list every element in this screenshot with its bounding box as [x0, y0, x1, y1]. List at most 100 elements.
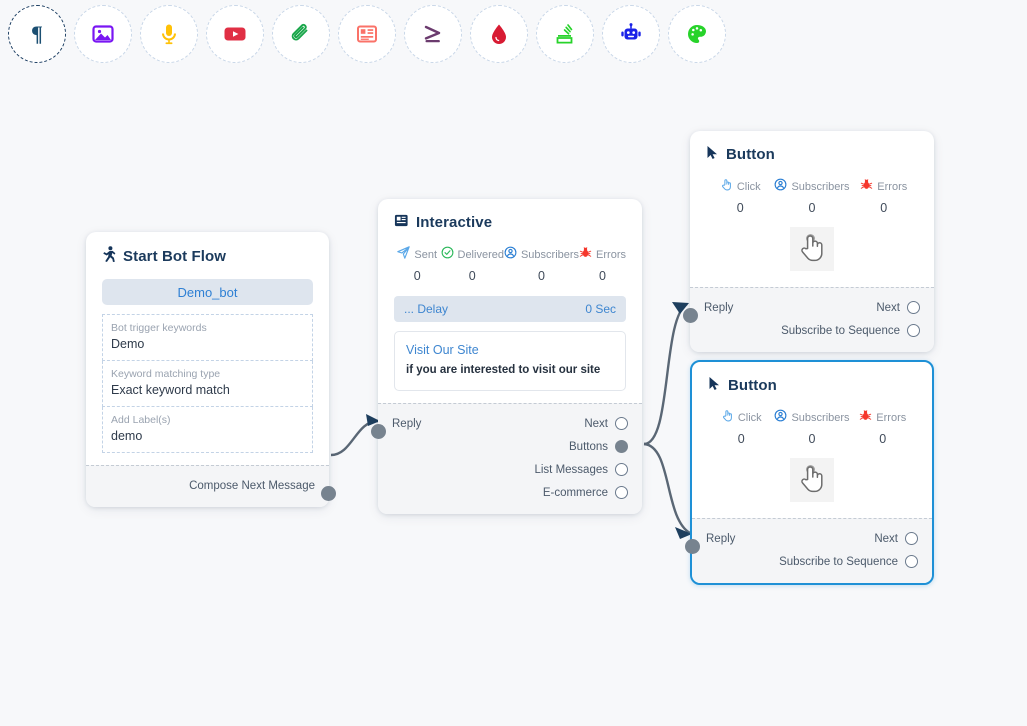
button-preview	[790, 458, 834, 502]
stat-head: Subscribers	[774, 409, 850, 427]
output-port-list-messages[interactable]	[615, 463, 628, 476]
palette-icon	[685, 22, 709, 46]
input-port-label: Reply	[704, 301, 734, 314]
node-body: Button Click 0	[690, 131, 934, 287]
port-label: Buttons	[569, 440, 608, 453]
node-title-row: Button	[708, 376, 916, 395]
port-label: Subscribe to Sequence	[781, 324, 900, 337]
port-label: E-commerce	[542, 486, 608, 499]
stat-head: Errors	[859, 409, 906, 427]
port-label: Next	[584, 417, 608, 430]
stat-sent: Sent 0	[394, 246, 441, 283]
stat-value: 0	[879, 432, 887, 446]
stat-errors: Errors 0	[579, 246, 626, 283]
field-value: Demo	[111, 337, 145, 351]
stats-strip: Sent 0 Delivered 0	[394, 246, 626, 283]
message-preview-card[interactable]: Visit Our Site if you are interested to …	[394, 331, 626, 391]
port-group: Next	[876, 301, 920, 314]
node-body: Interactive Sent 0	[378, 199, 642, 403]
bug-icon	[579, 246, 592, 264]
stat-head: Subscribers	[504, 246, 579, 264]
toolbar-item-audio[interactable]	[140, 5, 198, 63]
bot-icon	[619, 22, 643, 46]
flow-canvas[interactable]: Start Bot Flow Demo_bot Bot trigger keyw…	[0, 68, 1027, 726]
port-row-buttons: Buttons	[392, 435, 628, 458]
stat-click: Click 0	[706, 178, 774, 215]
toolbar-item-list[interactable]	[536, 5, 594, 63]
stat-subscribers: Subscribers 0	[774, 409, 850, 446]
hand-pointer-icon	[721, 409, 734, 427]
stat-head: Errors	[860, 178, 907, 196]
svg-text:¶: ¶	[31, 22, 43, 46]
list-icon	[553, 22, 577, 46]
toolbar-item-bot[interactable]	[602, 5, 660, 63]
stat-label: Errors	[596, 249, 626, 261]
output-port-compose-next-message[interactable]	[321, 486, 336, 501]
delay-row[interactable]: ... Delay 0 Sec	[394, 296, 626, 322]
bot-name-pill[interactable]: Demo_bot	[102, 279, 313, 305]
output-port-subscribe-to-sequence[interactable]	[907, 324, 920, 337]
node-interactive[interactable]: Interactive Sent 0	[371, 199, 642, 514]
port-label: Subscribe to Sequence	[779, 555, 898, 568]
toolbar-item-image[interactable]	[74, 5, 132, 63]
toolbar-item-video[interactable]	[206, 5, 264, 63]
toolbar-item-card[interactable]	[338, 5, 396, 63]
field-keyword-matching-type[interactable]: Keyword matching type Exact keyword matc…	[102, 361, 313, 407]
port-group: List Messages	[534, 463, 628, 476]
toolbar-item-drop[interactable]	[470, 5, 528, 63]
input-port-label: Reply	[706, 532, 736, 545]
node-footer: Compose Next Message	[86, 465, 336, 507]
port-group: Subscribe to Sequence	[781, 324, 920, 337]
output-port-next[interactable]	[907, 301, 920, 314]
cursor-arrow-icon	[706, 145, 719, 164]
toolbar-item-palette[interactable]	[668, 5, 726, 63]
field-value: Exact keyword match	[111, 383, 230, 397]
hand-click-icon	[795, 230, 829, 269]
toolbar-item-condition[interactable]	[404, 5, 462, 63]
output-port-next[interactable]	[615, 417, 628, 430]
stat-label: Errors	[876, 412, 907, 424]
input-port-reply[interactable]	[683, 308, 698, 323]
input-port-reply[interactable]	[371, 424, 386, 439]
port-group: Buttons	[569, 440, 628, 453]
message-subtitle: if you are interested to visit our site	[406, 364, 601, 376]
stats-strip: Click 0 Subscribers	[706, 178, 918, 215]
node-footer: Reply Next Subscribe to Sequence	[685, 518, 932, 583]
field-value: demo	[111, 429, 143, 443]
node-footer: Reply Next Subscribe to Sequence	[683, 287, 934, 352]
text-icon: ¶	[25, 22, 49, 46]
stat-label: Sent	[414, 249, 438, 261]
stat-head: Subscribers	[774, 178, 850, 196]
stat-label: Subscribers	[791, 412, 850, 424]
stat-head: Delivered	[441, 246, 504, 264]
stat-delivered: Delivered 0	[441, 246, 504, 283]
port-label: List Messages	[534, 463, 608, 476]
stat-label: Subscribers	[520, 249, 580, 261]
stat-label: Delivered	[457, 249, 504, 261]
stat-value: 0	[413, 269, 421, 283]
port-group: Next	[584, 417, 628, 430]
toolbar-item-text[interactable]: ¶	[8, 5, 66, 63]
stat-head: Errors	[579, 246, 626, 264]
output-port-subscribe-to-sequence[interactable]	[905, 555, 918, 568]
audio-icon	[157, 22, 181, 46]
field-add-labels[interactable]: Add Label(s) demo	[102, 407, 313, 453]
drop-icon	[487, 22, 511, 46]
node-button-two[interactable]: Button Click 0	[685, 360, 934, 585]
output-port-ecommerce[interactable]	[615, 486, 628, 499]
stat-value: 0	[808, 432, 816, 446]
card-icon	[355, 22, 379, 46]
button-preview	[790, 227, 834, 271]
node-button-one[interactable]: Button Click 0	[683, 131, 934, 352]
toolbar-item-attachment[interactable]	[272, 5, 330, 63]
node-start-bot-flow[interactable]: Start Bot Flow Demo_bot Bot trigger keyw…	[86, 232, 336, 507]
field-bot-trigger-keywords[interactable]: Bot trigger keywords Demo	[102, 314, 313, 361]
stat-value: 0	[808, 201, 816, 215]
input-port-reply[interactable]	[685, 539, 700, 554]
output-port-buttons[interactable]	[615, 440, 628, 453]
output-port-next[interactable]	[905, 532, 918, 545]
port-row-compose-next-message: Compose Next Message	[100, 474, 315, 497]
bug-icon	[860, 178, 873, 196]
stat-label: Subscribers	[791, 181, 850, 193]
field-label: Keyword matching type	[111, 368, 221, 380]
